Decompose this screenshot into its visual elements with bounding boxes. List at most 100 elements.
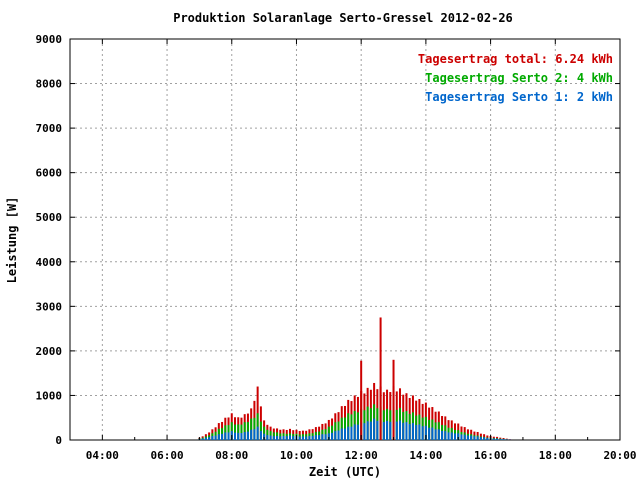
y-tick-label: 7000	[36, 122, 63, 135]
y-tick-label: 1000	[36, 389, 63, 402]
bar-serto-1	[386, 420, 389, 440]
y-tick-label: 9000	[36, 33, 63, 46]
y-axis-label: Leistung [W]	[5, 197, 19, 284]
bar-serto-2	[327, 426, 330, 440]
y-tick-label: 6000	[36, 167, 63, 180]
bar-serto-2	[263, 426, 266, 440]
x-tick-label: 12:00	[345, 449, 378, 462]
x-tick-label: 10:00	[280, 449, 313, 462]
bar-serto-1	[240, 433, 243, 440]
bar-serto-1	[454, 433, 456, 440]
legend: Tagesertrag total: 6.24 kWh Tagesertrag S…	[418, 52, 613, 104]
bar-serto-1	[441, 430, 444, 440]
x-tick-label: 04:00	[86, 449, 119, 462]
bar-serto-2	[237, 424, 240, 440]
x-axis-label: Zeit (UTC)	[309, 465, 381, 479]
bar-serto-1	[237, 432, 240, 440]
bar-serto-2	[259, 421, 262, 440]
bar-serto-1	[250, 429, 253, 440]
bar-serto-1	[292, 436, 295, 440]
bar-serto-1	[337, 430, 340, 440]
bar-serto-1	[324, 434, 327, 440]
bar-serto-1	[466, 435, 469, 440]
bar-serto-1	[483, 437, 486, 440]
bar-serto-2	[243, 422, 246, 440]
bar-serto-1	[201, 438, 204, 440]
bar-serto-1	[298, 436, 301, 440]
bar-serto-2	[230, 422, 233, 440]
bar-serto-2	[240, 424, 243, 440]
bar-serto-1	[253, 429, 256, 440]
bar-serto-1	[311, 435, 314, 440]
bar-serto-2	[234, 424, 236, 440]
bar-serto-2	[334, 422, 337, 440]
chart-title: Produktion Solaranlage Serto-Gressel 201…	[173, 11, 513, 25]
bar-serto-1	[460, 434, 463, 440]
bar-serto-1	[246, 431, 249, 440]
bar-serto-1	[344, 428, 346, 440]
bar-serto-1	[214, 435, 217, 440]
bar-serto-1	[314, 435, 317, 440]
bar-serto-2	[266, 429, 269, 440]
bar-serto-1	[434, 429, 437, 440]
grid-layer	[70, 39, 620, 440]
bar-serto-1	[395, 421, 398, 440]
x-tick-label: 06:00	[150, 449, 183, 462]
bar-serto-1	[428, 427, 431, 440]
y-tick-label: 8000	[36, 78, 63, 91]
bar-serto-1	[347, 426, 350, 440]
bar-serto-1	[479, 437, 482, 440]
bar-serto-1	[408, 424, 411, 440]
bar-serto-1	[415, 425, 418, 440]
bar-serto-1	[204, 437, 207, 440]
bar-serto-1	[382, 421, 385, 440]
bar-serto-1	[473, 436, 476, 440]
bar-serto-1	[234, 432, 236, 440]
bar-serto-1	[450, 432, 453, 440]
bars-layer	[198, 317, 511, 440]
bar-serto-1	[276, 435, 279, 440]
bar-serto-1	[243, 431, 246, 440]
bar-serto-1	[211, 435, 214, 440]
bar-serto-1	[369, 421, 372, 440]
bar-serto-1	[208, 437, 211, 440]
legend-entry: Tagesertrag Serto 2: 4 kWh	[425, 71, 613, 85]
bar-serto-1	[227, 432, 230, 440]
bar-serto-1	[424, 425, 427, 440]
bar-serto-1	[431, 427, 434, 440]
bar-serto-2	[250, 418, 253, 440]
bar-serto-1	[499, 438, 502, 440]
bar-serto-1	[353, 424, 356, 440]
bar-serto-1	[399, 420, 401, 440]
bar-serto-1	[289, 435, 291, 440]
bar-serto-1	[476, 436, 479, 440]
bar-serto-1	[221, 433, 224, 440]
bar-serto-1	[321, 434, 324, 440]
bar-serto-1	[318, 435, 321, 440]
bar-serto-1	[402, 422, 405, 440]
x-tick-label: 16:00	[474, 449, 507, 462]
bar-serto-1	[331, 432, 334, 440]
bar-serto-1	[463, 434, 466, 440]
bar-serto-1	[334, 431, 337, 440]
bar-total-peak	[379, 317, 382, 440]
bar-serto-1	[308, 435, 311, 440]
bar-serto-1	[363, 423, 366, 440]
bar-serto-1	[502, 439, 505, 440]
bar-serto-1	[457, 433, 460, 440]
bar-serto-1	[496, 438, 499, 440]
x-tick-label: 20:00	[603, 449, 636, 462]
bar-serto-1	[263, 433, 266, 440]
y-tick-label: 4000	[36, 256, 63, 269]
bar-serto-1	[366, 421, 369, 440]
bar-serto-1	[470, 435, 473, 440]
x-tick-label: 14:00	[409, 449, 442, 462]
bar-serto-2	[246, 421, 249, 440]
bar-serto-1	[217, 434, 220, 440]
bar-serto-1	[421, 426, 424, 440]
bar-serto-1	[405, 422, 408, 440]
bar-serto-2	[331, 425, 334, 440]
bar-total-peak	[392, 359, 395, 440]
bar-serto-1	[301, 436, 304, 440]
